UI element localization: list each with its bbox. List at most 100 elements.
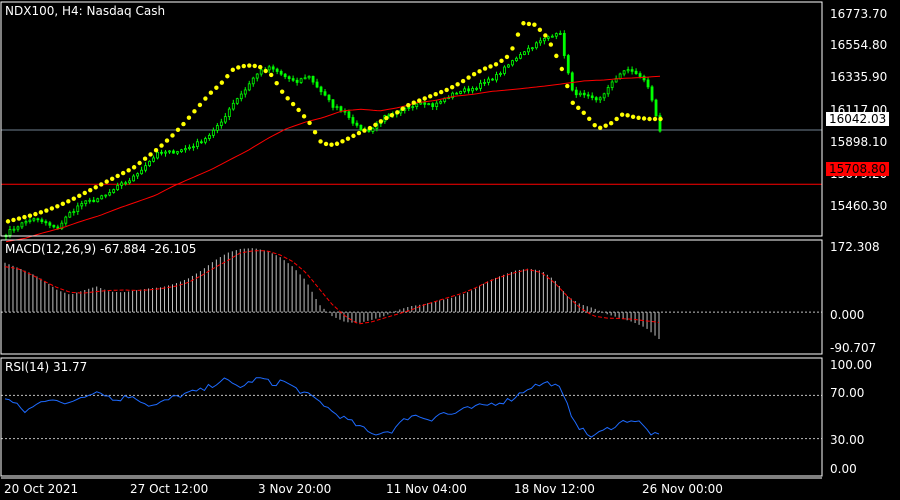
- candle-body: [84, 200, 88, 204]
- parabolic-sar-dot: [60, 201, 66, 207]
- parabolic-sar-dot: [548, 42, 554, 47]
- parabolic-sar-dot: [307, 120, 312, 126]
- parabolic-sar-dot: [71, 196, 77, 201]
- candle-body: [219, 121, 223, 126]
- candle-body: [176, 151, 179, 154]
- candle-body: [72, 211, 76, 213]
- parabolic-sar-dot: [351, 133, 356, 139]
- candle-body: [323, 91, 327, 96]
- candle-body: [283, 73, 287, 78]
- candle-body: [387, 114, 391, 117]
- candle-body: [335, 106, 339, 109]
- price-pane-frame: [0, 1, 823, 237]
- candle-body: [100, 195, 104, 200]
- parabolic-sar-dot: [192, 109, 197, 114]
- parabolic-sar-dot: [340, 139, 345, 144]
- candle-body: [355, 122, 359, 126]
- candle-body: [120, 182, 124, 186]
- parabolic-sar-dot: [208, 90, 214, 95]
- parabolic-sar-dot: [16, 216, 22, 221]
- candle-body: [527, 47, 530, 53]
- parabolic-sar-dot: [356, 130, 362, 136]
- candle-body: [574, 89, 578, 96]
- candle-body: [231, 102, 235, 110]
- candle-body: [315, 81, 319, 88]
- macd-pane-frame: [0, 239, 823, 355]
- candle-body: [546, 36, 550, 39]
- parabolic-sar-dot: [115, 173, 120, 179]
- candle-body: [650, 86, 654, 101]
- rsi-tick: 100.00: [830, 358, 872, 372]
- parabolic-sar-dot: [318, 139, 323, 144]
- candle-body: [582, 92, 586, 96]
- candle-body: [638, 73, 642, 77]
- candle-body: [463, 88, 467, 92]
- parabolic-sar-dot: [27, 213, 33, 218]
- candle-body: [172, 150, 175, 154]
- candle-body: [598, 97, 602, 101]
- candle-body: [435, 102, 439, 108]
- price-tick: 16554.80: [830, 38, 888, 52]
- candle-body: [307, 75, 311, 79]
- parabolic-sar-dot: [652, 116, 658, 122]
- parabolic-sar-dot: [532, 22, 537, 27]
- parabolic-sar-dot: [449, 84, 455, 90]
- candle-body: [68, 212, 72, 218]
- price-tick: 16335.90: [830, 70, 888, 84]
- candle-body: [251, 77, 255, 85]
- candle-body: [152, 157, 155, 162]
- candle-body: [626, 69, 630, 72]
- parabolic-sar-dot: [11, 217, 16, 223]
- parabolic-sar-dot: [619, 112, 625, 117]
- candle-body: [128, 180, 132, 184]
- candle-body: [371, 127, 375, 132]
- candle-body: [88, 199, 92, 202]
- parabolic-sar-dot: [598, 125, 603, 131]
- candle-body: [423, 102, 427, 105]
- parabolic-sar-dot: [384, 115, 389, 121]
- candle-body: [48, 222, 52, 226]
- candle-body: [507, 64, 510, 68]
- parabolic-sar-dot: [197, 102, 203, 108]
- candle-body: [32, 218, 36, 221]
- parabolic-sar-dot: [526, 21, 532, 27]
- macd-tick: -90.707: [830, 341, 877, 355]
- candle-body: [503, 66, 506, 74]
- candle-body: [630, 69, 634, 72]
- parabolic-sar-dot: [592, 122, 597, 128]
- candle-body: [578, 92, 582, 96]
- parabolic-sar-dot: [66, 199, 71, 204]
- candle-body: [207, 134, 211, 139]
- candle-body: [411, 106, 415, 109]
- parabolic-sar-dot: [181, 121, 186, 127]
- candle-body: [291, 78, 295, 81]
- parabolic-sar-dot: [120, 170, 126, 176]
- parabolic-sar-dot: [417, 98, 422, 103]
- candle-body: [287, 76, 291, 80]
- candle-body: [431, 103, 435, 108]
- candle-body: [188, 146, 191, 149]
- current-price-tag: 16042.03: [826, 112, 890, 126]
- price-pane[interactable]: [1, 21, 822, 243]
- candle-body: [534, 42, 538, 49]
- parabolic-sar-dot: [576, 105, 581, 111]
- parabolic-sar-dot: [175, 127, 181, 132]
- candle-body: [519, 54, 522, 59]
- candle-body: [168, 150, 171, 153]
- parabolic-sar-dot: [471, 71, 477, 77]
- candle-body: [211, 129, 215, 136]
- candle-body: [455, 92, 459, 95]
- rsi-pane[interactable]: [1, 377, 822, 440]
- parabolic-sar-dot: [301, 114, 307, 119]
- candle-body: [108, 192, 112, 196]
- candle-body: [243, 89, 247, 95]
- candle-body: [558, 32, 562, 35]
- candle-body: [116, 184, 120, 191]
- candle-body: [311, 75, 315, 83]
- candle-body: [483, 82, 486, 84]
- macd-pane[interactable]: [1, 248, 822, 340]
- candle-body: [303, 77, 307, 80]
- candle-body: [279, 71, 283, 75]
- parabolic-sar-dot: [477, 69, 482, 74]
